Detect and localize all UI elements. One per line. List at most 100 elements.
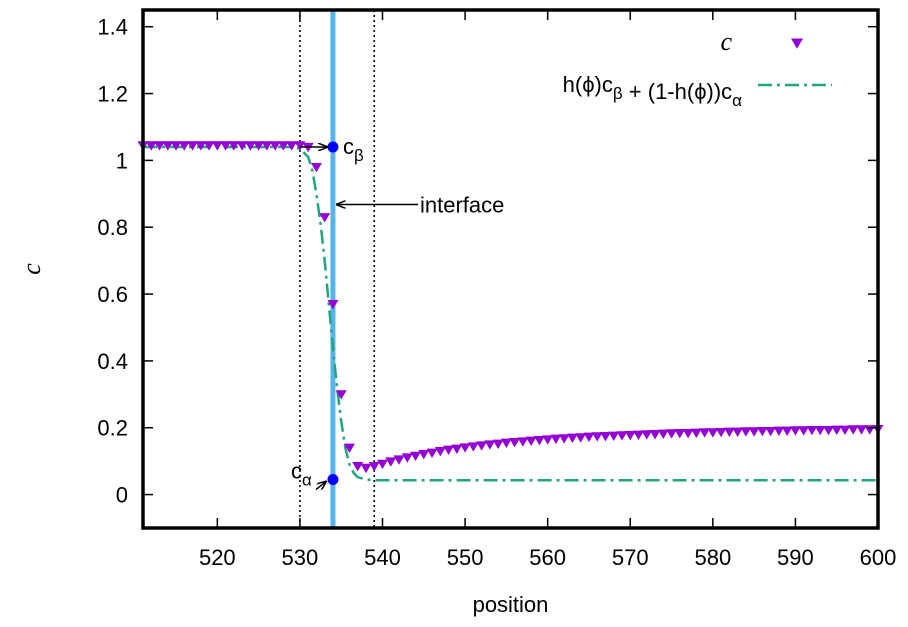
x-tick-label: 570 (612, 545, 649, 570)
c-marker (608, 431, 620, 441)
legend-label-c: c (720, 27, 732, 56)
c-marker (566, 433, 578, 443)
c-marker (789, 426, 801, 436)
c-marker (327, 299, 339, 310)
c-marker (855, 425, 867, 435)
c-marker (187, 141, 199, 151)
c-marker (368, 462, 380, 472)
c-marker (459, 443, 471, 453)
c-marker (154, 141, 166, 151)
c-marker (575, 433, 587, 443)
c-marker (376, 459, 388, 470)
c-marker (500, 438, 512, 449)
c-marker (831, 425, 843, 435)
c-marker (715, 427, 727, 438)
y-tick-label: 0.4 (97, 349, 128, 374)
c-marker (517, 437, 529, 447)
c-marker (220, 141, 232, 151)
c-marker (641, 430, 653, 440)
c-marker (599, 431, 611, 442)
c-marker (319, 213, 331, 223)
x-tick-label: 520 (199, 545, 236, 570)
c-alpha-arrow (315, 482, 326, 490)
c-marker (765, 426, 777, 437)
x-tick-label: 560 (529, 545, 566, 570)
c-marker (657, 429, 669, 439)
x-tick-label: 530 (282, 545, 319, 570)
y-tick-label: 1.2 (97, 82, 128, 107)
c-marker (467, 442, 479, 452)
c-alpha-label: cα (291, 459, 312, 490)
c-marker (401, 453, 413, 463)
c-marker (286, 141, 298, 151)
c-beta-label: cβ (343, 134, 364, 165)
c-marker (847, 425, 859, 435)
c-marker (244, 141, 256, 151)
c-marker (228, 141, 240, 151)
c-marker (633, 430, 645, 440)
c-marker (690, 428, 702, 438)
interface-label: interface (420, 193, 504, 218)
y-tick-label: 0.6 (97, 282, 128, 307)
c-marker (434, 447, 446, 457)
x-tick-label: 550 (447, 545, 484, 570)
c-marker (476, 441, 488, 451)
c-marker (591, 432, 603, 442)
c-marker (418, 450, 430, 460)
x-tick-label: 590 (777, 545, 814, 570)
series-line-hphi (143, 145, 878, 482)
c-marker (525, 436, 537, 447)
c-marker (211, 141, 223, 151)
c-marker (839, 425, 851, 435)
c-marker (781, 426, 793, 436)
c-marker (550, 434, 562, 444)
x-axis-label: position (473, 592, 549, 617)
plot-frame (141, 8, 880, 530)
c-marker (145, 141, 157, 151)
c-marker (162, 141, 174, 151)
c-marker (723, 427, 735, 437)
c-marker (822, 425, 834, 436)
c-marker (756, 426, 768, 437)
c-marker (385, 457, 397, 467)
c-marker (509, 437, 521, 448)
c-marker (707, 428, 719, 438)
c-marker (583, 432, 595, 442)
c-marker (806, 425, 818, 436)
c-alpha-point (327, 474, 339, 486)
c-marker (748, 427, 760, 437)
y-axis-label: c (17, 263, 46, 275)
c-marker (343, 443, 355, 454)
c-marker (426, 448, 438, 459)
c-beta-point (327, 141, 339, 153)
c-marker (335, 390, 347, 400)
c-marker (203, 141, 215, 151)
c-marker (195, 141, 207, 151)
c-marker (360, 463, 372, 474)
c-marker (492, 439, 504, 450)
c-marker (178, 141, 190, 151)
c-marker (393, 455, 405, 465)
c-marker (558, 434, 570, 444)
c-marker (814, 425, 826, 436)
y-tick-label: 1.4 (97, 15, 128, 40)
c-marker (170, 141, 182, 151)
c-marker (624, 430, 636, 441)
c-marker (443, 445, 455, 456)
c-marker (261, 141, 273, 151)
c-marker (732, 427, 744, 437)
c-marker (294, 141, 306, 151)
y-tick-label: 0 (116, 483, 128, 508)
y-tick-label: 0.2 (97, 416, 128, 441)
y-tick-label: 1 (116, 148, 128, 173)
c-marker (674, 428, 686, 439)
c-marker (451, 444, 463, 455)
c-marker (410, 451, 422, 462)
c-marker (773, 426, 785, 436)
c-marker (649, 429, 661, 440)
c-marker (699, 428, 711, 438)
legend-marker-c (791, 38, 803, 49)
c-marker (740, 427, 752, 437)
c-marker (682, 428, 694, 439)
x-tick-label: 580 (694, 545, 731, 570)
